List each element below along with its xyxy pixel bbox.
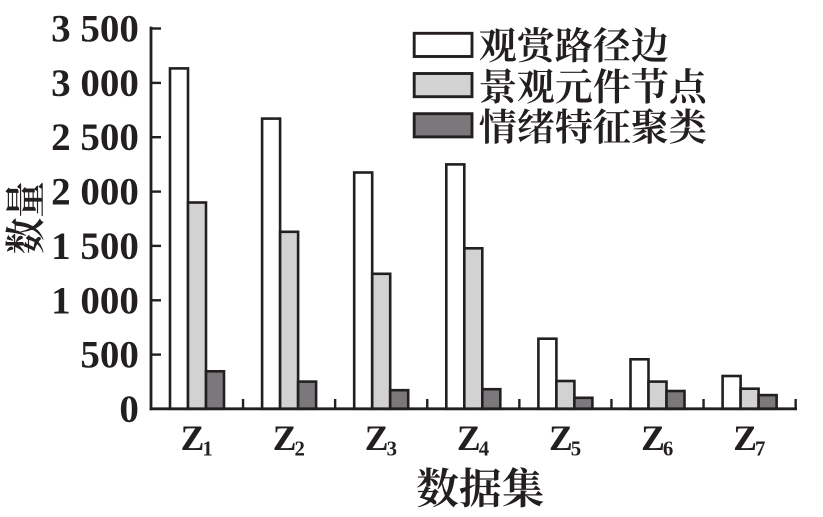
svg-text:1 500: 1 500 <box>51 225 139 268</box>
svg-text:1: 1 <box>202 437 212 460</box>
svg-text:Z: Z <box>457 418 481 458</box>
svg-text:Z: Z <box>733 418 757 458</box>
svg-text:500: 500 <box>80 334 139 377</box>
svg-text:2 000: 2 000 <box>51 171 139 214</box>
svg-text:5: 5 <box>571 437 581 460</box>
svg-text:Z: Z <box>273 418 297 458</box>
svg-text:Z: Z <box>549 418 573 458</box>
svg-text:3 000: 3 000 <box>51 62 139 105</box>
svg-text:1 000: 1 000 <box>51 279 139 322</box>
svg-text:0: 0 <box>119 388 139 431</box>
svg-text:3: 3 <box>387 437 397 460</box>
svg-text:Z: Z <box>181 418 205 458</box>
svg-text:6: 6 <box>663 437 673 460</box>
svg-text:4: 4 <box>479 437 490 460</box>
svg-text:2 500: 2 500 <box>51 116 139 159</box>
svg-text:Z: Z <box>365 418 389 458</box>
svg-text:Z: Z <box>641 418 665 458</box>
svg-text:7: 7 <box>755 437 765 460</box>
svg-text:3 500: 3 500 <box>51 8 139 51</box>
svg-text:2: 2 <box>295 437 305 460</box>
